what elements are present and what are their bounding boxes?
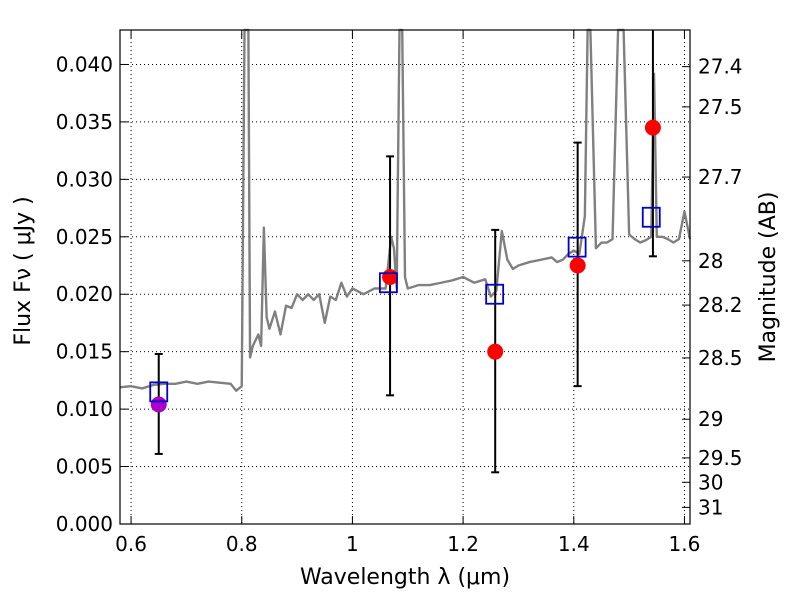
x-tick-label: 1.2 xyxy=(447,532,479,556)
mag-tick-label: 30 xyxy=(698,470,723,494)
observed-point xyxy=(382,269,399,285)
y-tick-label: 0.030 xyxy=(56,167,113,191)
model-square xyxy=(485,283,505,305)
observed-point xyxy=(487,343,504,360)
x-tick-label: 1.4 xyxy=(558,532,590,556)
mag-tick-label: 29.5 xyxy=(698,446,743,470)
points-layer xyxy=(149,119,661,413)
x-tick-label: 1.6 xyxy=(669,532,701,556)
mag-tick-label: 27.5 xyxy=(698,95,743,119)
plot-frame xyxy=(119,29,691,525)
y-tick-label: 0.005 xyxy=(56,455,113,479)
y-tick-label: 0.025 xyxy=(56,225,113,249)
mag-tick-label: 29 xyxy=(698,407,723,431)
observed-point xyxy=(644,119,661,136)
mag-tick-label: 27.7 xyxy=(698,165,743,189)
ticks-layer: 0.6 0.8 1 1.2 1.4 1.6 0.000 0.005 0.010 0.015 0.02… xyxy=(56,30,743,556)
y-tick-label: 0.010 xyxy=(56,397,113,421)
mag-tick-label: 31 xyxy=(698,495,723,519)
mag-tick-label: 28 xyxy=(698,249,723,273)
x-tick-label: 0.8 xyxy=(226,532,258,556)
spectrum-line xyxy=(119,28,692,392)
y-tick-label: 0.040 xyxy=(56,52,113,76)
model-square xyxy=(149,381,169,403)
y-tick-label: 0.015 xyxy=(56,340,113,364)
y-tick-label: 0.000 xyxy=(56,512,113,536)
y-axis-label: Flux Fν ( μJy ) xyxy=(11,196,36,345)
x-tick-label: 0.6 xyxy=(115,532,147,556)
y-tick-label: 0.020 xyxy=(56,282,113,306)
observed-point xyxy=(150,396,167,413)
model-square xyxy=(641,206,661,228)
x-tick-label: 1 xyxy=(346,532,359,556)
y2-axis-label: Magnitude (AB) xyxy=(756,192,781,363)
x-axis-label: Wavelength λ (μm) xyxy=(300,565,510,590)
model-square xyxy=(567,236,587,258)
observed-point xyxy=(569,257,586,274)
y-tick-label: 0.035 xyxy=(56,110,113,134)
model-square xyxy=(378,272,398,294)
mag-tick-label: 28.5 xyxy=(698,346,743,370)
spectrum-layer xyxy=(119,28,692,392)
mag-tick-label: 27.4 xyxy=(698,55,743,79)
mag-tick-label: 28.2 xyxy=(698,293,743,317)
